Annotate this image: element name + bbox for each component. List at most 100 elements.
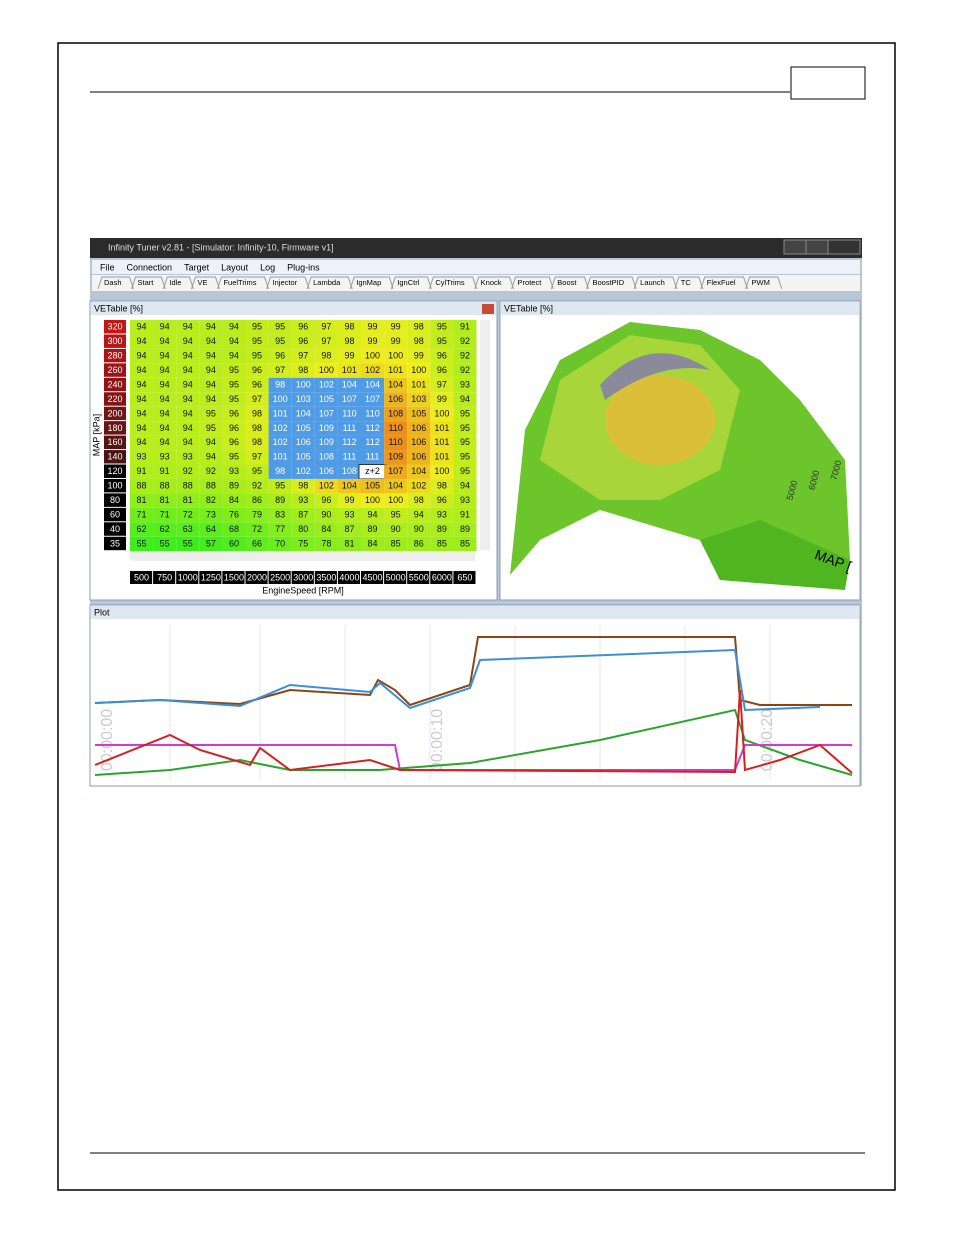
tab[interactable]: Injector [273, 278, 298, 287]
tab[interactable]: Start [138, 278, 155, 287]
cell [176, 507, 200, 523]
tab[interactable]: FuelTrims [223, 278, 256, 287]
cell [291, 320, 315, 335]
cell-value: 62 [160, 524, 170, 534]
tab[interactable]: TC [681, 278, 692, 287]
cell-value: 103 [411, 394, 426, 404]
cell [199, 522, 223, 537]
cell [153, 348, 177, 364]
tab[interactable]: Idle [169, 278, 181, 287]
scrollbar-v[interactable] [480, 320, 490, 550]
tab[interactable]: VE [197, 278, 207, 287]
tab-edge [390, 276, 432, 290]
cell-value: 98 [252, 408, 262, 418]
tab[interactable]: Lambda [313, 278, 341, 287]
cell-value: 81 [183, 495, 193, 505]
tab[interactable]: Boost [557, 278, 577, 287]
cell [245, 377, 269, 393]
tab[interactable]: Knock [481, 278, 502, 287]
cell-value: 92 [183, 466, 193, 476]
cell-value: 95 [460, 452, 470, 462]
menu-item[interactable]: Connection [127, 262, 173, 272]
cell-value: 101 [342, 365, 357, 375]
cell [384, 478, 408, 494]
cell-value: 99 [437, 394, 447, 404]
tab[interactable]: Protect [518, 278, 543, 287]
cell [176, 334, 200, 349]
cell-value: 82 [206, 495, 216, 505]
column-label: 4000 [339, 572, 359, 582]
cell [407, 522, 431, 537]
cell [222, 406, 246, 422]
tab[interactable]: BoostPID [592, 278, 624, 287]
cell [453, 478, 477, 494]
cell [291, 464, 315, 479]
panel-header [501, 302, 859, 315]
scrollbar-h[interactable] [130, 552, 475, 561]
cell [430, 464, 454, 479]
tab-edge [474, 276, 515, 290]
minimize-button[interactable] [783, 239, 807, 255]
tab[interactable]: Dash [104, 278, 122, 287]
tab[interactable]: CylTrims [435, 278, 465, 287]
cell-value: 94 [137, 423, 147, 433]
cell-value: 109 [319, 423, 334, 433]
cell-value: 85 [391, 538, 401, 548]
cell [199, 421, 223, 436]
cell-value: 71 [137, 509, 147, 519]
column-header [453, 571, 476, 584]
column-header [199, 571, 222, 584]
panel-close[interactable] [482, 304, 494, 314]
cell [130, 464, 154, 479]
cell-value: 95 [252, 322, 262, 332]
cell-value: 94 [206, 322, 216, 332]
column-label: 500 [134, 572, 149, 582]
cell-value: 99 [368, 336, 378, 346]
row-header [104, 334, 126, 348]
cell-value: 95 [460, 466, 470, 476]
close-button[interactable] [827, 239, 861, 255]
cell-value: 92 [252, 481, 262, 491]
cell-value: 94 [183, 365, 193, 375]
cell-value: 95 [229, 394, 239, 404]
cell [384, 334, 408, 349]
cell-value: 94 [137, 394, 147, 404]
cell [453, 392, 477, 407]
cell-value: 102 [296, 466, 311, 476]
menu-item[interactable]: Target [184, 262, 210, 272]
tab[interactable]: IgnMap [356, 278, 381, 287]
menu-item[interactable]: Layout [221, 262, 249, 272]
cell-value: 110 [388, 423, 402, 433]
surface-hot [605, 375, 715, 465]
cell [314, 507, 338, 523]
cell-value: 95 [460, 423, 470, 433]
cell-value: 108 [342, 466, 357, 476]
cell-value: 101 [273, 408, 288, 418]
tab[interactable]: FlexFuel [707, 278, 736, 287]
cell [291, 435, 315, 451]
cell [337, 334, 361, 349]
cell-value: 102 [411, 481, 426, 491]
cell [222, 320, 246, 335]
cell-value: 98 [298, 365, 308, 375]
cell [361, 363, 385, 378]
cell-value: 105 [411, 408, 426, 418]
maximize-button[interactable] [805, 239, 829, 255]
tab[interactable]: Launch [640, 278, 665, 287]
menu-item[interactable]: File [100, 262, 115, 272]
tab[interactable]: IgnCtrl [397, 278, 419, 287]
cell [153, 421, 177, 436]
tab[interactable]: PWM [752, 278, 770, 287]
cell-value: 97 [321, 336, 331, 346]
menu-item[interactable]: Plug-ins [287, 262, 320, 272]
y-axis-label: MAP [kPa] [91, 414, 101, 456]
cell [130, 435, 154, 451]
cell [384, 536, 408, 552]
cell-value: 94 [160, 365, 170, 375]
row-label: 320 [107, 322, 122, 332]
cell-value: 112 [365, 423, 379, 433]
column-header [176, 571, 199, 584]
cell [245, 320, 269, 335]
cell [291, 507, 315, 523]
menu-item[interactable]: Log [260, 262, 275, 272]
